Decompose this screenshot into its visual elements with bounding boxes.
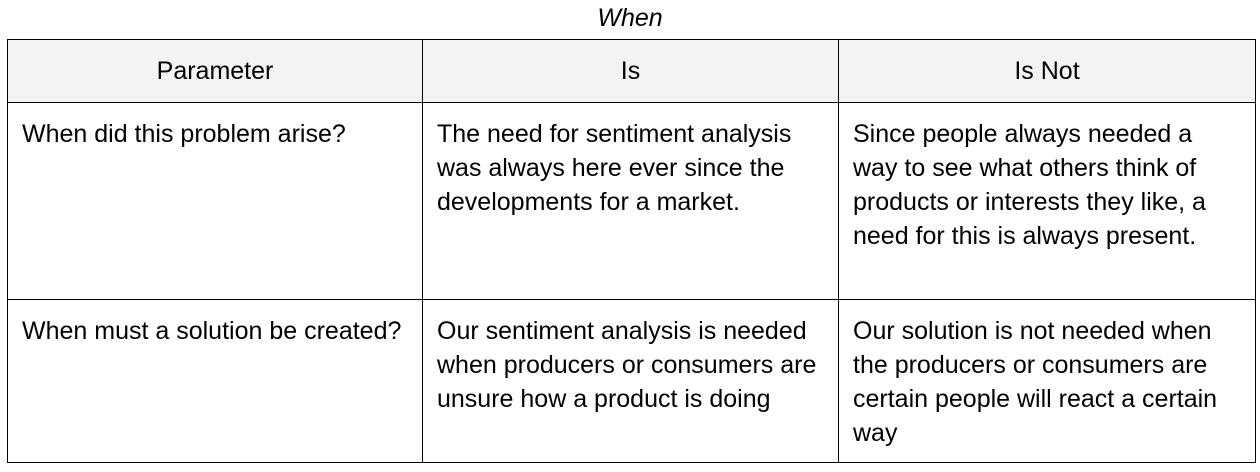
cell-is-not: Our solution is not needed when the prod… (838, 299, 1256, 463)
header-row: Parameter Is Is Not (7, 39, 1256, 103)
table-caption: When (597, 4, 663, 32)
cell-is: Our sentiment analysis is needed when pr… (422, 299, 839, 463)
cell-is-not: Since people always needed a way to see … (838, 102, 1256, 300)
table-row: When did this problem arise? The need fo… (7, 102, 1256, 300)
cell-is: The need for sentiment analysis was alwa… (422, 102, 839, 300)
cell-parameter: When did this problem arise? (7, 102, 423, 300)
table-row: When must a solution be created? Our sen… (7, 299, 1256, 463)
cell-parameter: When must a solution be created? (7, 299, 423, 463)
header-parameter: Parameter (7, 39, 423, 103)
header-is-not: Is Not (838, 39, 1256, 103)
is-is-not-table: Parameter Is Is Not When did this proble… (7, 39, 1256, 463)
header-is: Is (422, 39, 839, 103)
